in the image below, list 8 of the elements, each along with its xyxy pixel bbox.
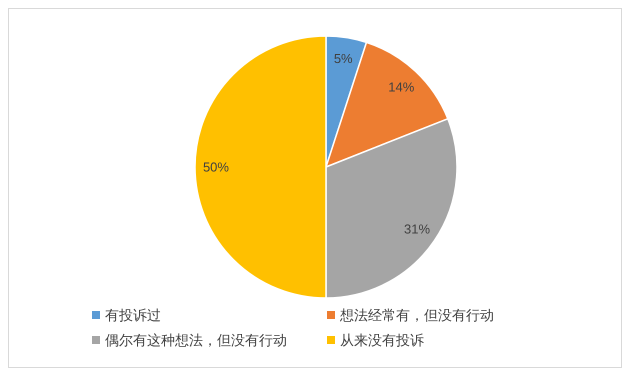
legend-label: 偶尔有这种想法，但没有行动: [105, 332, 287, 348]
legend-label: 想法经常有，但没有行动: [339, 307, 494, 323]
data-label: 31%: [404, 221, 430, 236]
data-label: 14%: [388, 79, 415, 94]
legend-label: 有投诉过: [105, 307, 161, 323]
data-label: 50%: [202, 160, 230, 174]
legend-label: 从来没有投诉: [340, 332, 424, 348]
data-label: 5%: [334, 50, 354, 66]
